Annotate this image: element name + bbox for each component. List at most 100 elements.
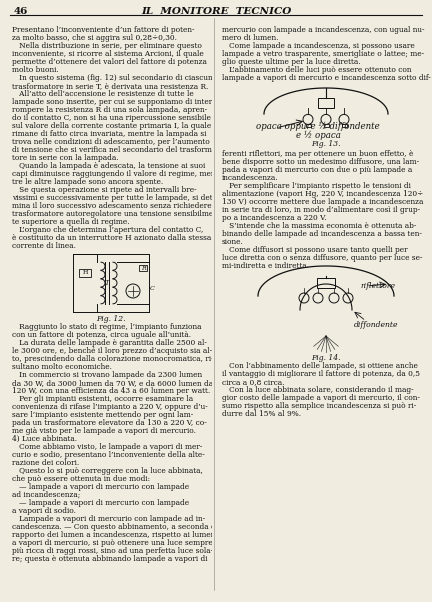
Text: ad incandescenza;: ad incandescenza; xyxy=(12,491,80,499)
Text: vissimi e successivamente per tutte le lampade, si deter-: vissimi e successivamente per tutte le l… xyxy=(12,194,223,202)
Text: Lampade a vapori di mercurio con lampade ad in-: Lampade a vapori di mercurio con lampade… xyxy=(12,515,205,523)
Text: 130 V) occorre mettere due lampade a incandescenza: 130 V) occorre mettere due lampade a inc… xyxy=(222,198,423,206)
Text: lampade a vetro trasparente, smerigliate o lattee; me-: lampade a vetro trasparente, smerigliate… xyxy=(222,50,424,58)
Text: convenienza di rifase l’impianto a 220 V, oppure d’u-: convenienza di rifase l’impianto a 220 V… xyxy=(12,403,208,411)
Text: gior costo delle lampade a vapori di mercurio, il con-: gior costo delle lampade a vapori di mer… xyxy=(222,394,420,402)
Text: opaca oppure ½ diffondente: opaca oppure ½ diffondente xyxy=(256,122,380,131)
Text: me già visto per le lampade a vapori di mercurio.: me già visto per le lampade a vapori di … xyxy=(12,427,196,435)
Text: lampade a vapori di mercurio e incandescenza sotto dif-: lampade a vapori di mercurio e incandesc… xyxy=(222,74,431,82)
Text: lampade sono inserite, per cui se supponiamo di inter-: lampade sono inserite, per cui se suppon… xyxy=(12,98,215,106)
Text: Come abbiamo visto, le lampade a vapori di mer-: Come abbiamo visto, le lampade a vapori … xyxy=(12,443,202,451)
Text: L’abbinamento delle luci può essere ottenuto con: L’abbinamento delle luci può essere otte… xyxy=(222,66,412,74)
Text: Come diffusori si possono usare tanto quelli per: Come diffusori si possono usare tanto qu… xyxy=(222,246,408,254)
Text: All’atto dell’accensione le resistenze di tutte le: All’atto dell’accensione le resistenze d… xyxy=(12,90,194,98)
Text: re; questa è ottenuta abbinando lampade a vapori di: re; questa è ottenuta abbinando lampade … xyxy=(12,555,207,563)
Text: mina il loro successivo adescamento senza richiedere al: mina il loro successivo adescamento senz… xyxy=(12,202,221,210)
FancyBboxPatch shape xyxy=(305,125,311,128)
Text: che può essere ottenuta in due modi:: che può essere ottenuta in due modi: xyxy=(12,475,150,483)
Text: Con la luce abbinata solare, considerando il mag-: Con la luce abbinata solare, considerand… xyxy=(222,386,413,394)
Text: IL  MONITORE  TECNICO: IL MONITORE TECNICO xyxy=(141,7,291,16)
Text: tre le altre lampade sono ancora spente.: tre le altre lampade sono ancora spente. xyxy=(12,178,163,186)
Text: razione dei colori.: razione dei colori. xyxy=(12,459,79,467)
Text: sul valore della corrente costante primaria I, la quale: sul valore della corrente costante prima… xyxy=(12,122,211,130)
Text: trova nelle condizioni di adescamento, per l’aumento: trova nelle condizioni di adescamento, p… xyxy=(12,138,210,146)
Text: S’intende che la massima economia è ottenuta ab-: S’intende che la massima economia è otte… xyxy=(222,222,416,230)
Circle shape xyxy=(329,293,339,303)
Text: corrente di linea.: corrente di linea. xyxy=(12,242,76,250)
Text: rimane di fatto circa invariata, mentre la lampada si: rimane di fatto circa invariata, mentre … xyxy=(12,130,206,138)
Text: curio e sodio, presentano l’inconveniente della alte-: curio e sodio, presentano l’inconvenient… xyxy=(12,451,205,459)
Text: ferenti riflettori, ma per ottenere un buon effetto, è: ferenti riflettori, ma per ottenere un b… xyxy=(222,150,413,158)
Text: Con l’abbinamento delle lampade, si ottiene anche: Con l’abbinamento delle lampade, si otti… xyxy=(222,362,418,370)
Text: — lampade a vapori di mercurio con lampade: — lampade a vapori di mercurio con lampa… xyxy=(12,499,189,507)
Text: sultano molto economiche.: sultano molto economiche. xyxy=(12,363,112,371)
Circle shape xyxy=(339,114,349,125)
Text: inconveniente, si ricorre al sistema Arcioni, il quale: inconveniente, si ricorre al sistema Arc… xyxy=(12,50,204,58)
FancyBboxPatch shape xyxy=(79,269,91,277)
Text: L’organo che determina l’apertura del contatto C,: L’organo che determina l’apertura del co… xyxy=(12,226,203,234)
Text: Questo lo si può correggere con la luce abbinata,: Questo lo si può correggere con la luce … xyxy=(12,467,203,475)
Text: e ½ opaca: e ½ opaca xyxy=(295,131,340,140)
Text: Nella distribuzione in serie, per eliminare questo: Nella distribuzione in serie, per elimin… xyxy=(12,42,202,50)
Text: di tensione che si verifica nel secondario del trasforma-: di tensione che si verifica nel secondar… xyxy=(12,146,219,154)
Text: diffondente: diffondente xyxy=(354,321,398,329)
Text: mercurio con lampade a incandescenza, con ugual nu-: mercurio con lampade a incandescenza, co… xyxy=(222,26,425,34)
Text: è costituito da un interruttore H azionato dalla stessa: è costituito da un interruttore H aziona… xyxy=(12,234,211,242)
FancyBboxPatch shape xyxy=(342,125,346,128)
Text: Presentano l’inconveniente d’un fattore di poten-: Presentano l’inconveniente d’un fattore … xyxy=(12,26,194,34)
FancyBboxPatch shape xyxy=(318,98,334,108)
Circle shape xyxy=(299,293,309,303)
Text: Fig. 14.: Fig. 14. xyxy=(311,354,341,362)
Text: durre dal 15% al 9%.: durre dal 15% al 9%. xyxy=(222,410,301,418)
Text: in serie tra di loro, in modo d’alimentare così il grup-: in serie tra di loro, in modo d’alimenta… xyxy=(222,206,420,214)
FancyBboxPatch shape xyxy=(317,278,335,288)
Text: Come lampade a incandescenza, si possono usare: Come lampade a incandescenza, si possono… xyxy=(222,42,415,50)
Circle shape xyxy=(343,293,353,303)
Text: da 30 W, da 3000 lumen da 70 W, e da 6000 lumen da: da 30 W, da 3000 lumen da 70 W, e da 600… xyxy=(12,379,213,387)
Text: sumo rispetto alla semplice incandescenza si può ri-: sumo rispetto alla semplice incandescenz… xyxy=(222,402,416,410)
Text: capi diminuisce raggiungendo il valore di regime, men-: capi diminuisce raggiungendo il valore d… xyxy=(12,170,218,178)
FancyBboxPatch shape xyxy=(139,265,147,271)
Text: do il contatto C, non si ha una ripercussione sensibile: do il contatto C, non si ha una ripercus… xyxy=(12,114,211,122)
Text: za molto basso, che si aggira sul 0,28÷0,30.: za molto basso, che si aggira sul 0,28÷0… xyxy=(12,34,177,42)
Text: In commercio si trovano lampade da 2300 lumen: In commercio si trovano lampade da 2300 … xyxy=(12,371,202,379)
Text: R: R xyxy=(141,265,146,270)
Text: il vantaggio di migliorare il fattore di potenza, da 0,5: il vantaggio di migliorare il fattore di… xyxy=(222,370,420,378)
Text: 46: 46 xyxy=(14,7,29,16)
Text: pada un trasformatore elevatore da 130 a 220 V, co-: pada un trasformatore elevatore da 130 a… xyxy=(12,419,207,427)
Text: bene disporre sotto un medesimo diffusore, una lam-: bene disporre sotto un medesimo diffusor… xyxy=(222,158,419,166)
Text: tore in serie con la lampada.: tore in serie con la lampada. xyxy=(12,154,119,162)
Text: rompere la resistenza R di una sola lampada, apren-: rompere la resistenza R di una sola lamp… xyxy=(12,106,207,114)
Text: In questo sistema (fig. 12) sul secondario di ciascun: In questo sistema (fig. 12) sul secondar… xyxy=(12,74,213,82)
Text: trasformatore autoregolatore una tensione sensibilmen-: trasformatore autoregolatore una tension… xyxy=(12,210,220,218)
Text: binando delle lampade ad incandescenza a bassa ten-: binando delle lampade ad incandescenza a… xyxy=(222,230,422,238)
Text: 4) Luce abbinata.: 4) Luce abbinata. xyxy=(12,435,77,443)
Text: molto buoni.: molto buoni. xyxy=(12,66,59,74)
Text: C: C xyxy=(150,285,155,291)
Text: con un fattore di potenza, circa uguale all’unità.: con un fattore di potenza, circa uguale … xyxy=(12,331,191,339)
Text: rapporto dei lumen a incandescenza, rispetto ai lumen: rapporto dei lumen a incandescenza, risp… xyxy=(12,531,215,539)
Text: sione.: sione. xyxy=(222,238,244,246)
Text: mi-indiretta e indiretta.: mi-indiretta e indiretta. xyxy=(222,262,309,270)
Text: Per gli impianti esistenti, occorre esaminare la: Per gli impianti esistenti, occorre esam… xyxy=(12,395,193,403)
Text: T: T xyxy=(105,279,109,287)
Text: to, prescindendo dalla colorazione monocromatica, ri-: to, prescindendo dalla colorazione monoc… xyxy=(12,355,214,363)
Text: luce diretta con o senza diffusore, quanto per luce se-: luce diretta con o senza diffusore, quan… xyxy=(222,254,422,262)
Text: H: H xyxy=(83,270,88,276)
Text: alimentazione (vapori Hg, 220 V, incandescenza 120÷: alimentazione (vapori Hg, 220 V, incande… xyxy=(222,190,423,198)
Text: le 3000 ore, e, benché il loro prezzo d’acquisto sia al-: le 3000 ore, e, benché il loro prezzo d’… xyxy=(12,347,212,355)
Text: Fig. 13.: Fig. 13. xyxy=(311,140,341,148)
Text: a vapori di sodio.: a vapori di sodio. xyxy=(12,507,76,515)
Text: riflettore: riflettore xyxy=(360,282,396,290)
Text: più ricca di raggi rossi, sino ad una perfetta luce sola-: più ricca di raggi rossi, sino ad una pe… xyxy=(12,547,213,555)
FancyBboxPatch shape xyxy=(324,125,328,128)
Text: — lampade a vapori di mercurio con lampade: — lampade a vapori di mercurio con lampa… xyxy=(12,483,189,491)
Text: Quando la lampada è adescata, la tensione ai suoi: Quando la lampada è adescata, la tension… xyxy=(12,162,205,170)
Circle shape xyxy=(303,114,313,125)
Text: te superiore a quella di regime.: te superiore a quella di regime. xyxy=(12,218,130,226)
Text: 120 W, con una efficienza da 43 a 60 lumen per watt.: 120 W, con una efficienza da 43 a 60 lum… xyxy=(12,387,210,395)
Text: Se questa operazione si ripete ad intervalli bre-: Se questa operazione si ripete ad interv… xyxy=(12,186,197,194)
Text: trasformatore in serie T, è derivata una resistenza R.: trasformatore in serie T, è derivata una… xyxy=(12,82,208,90)
Text: La durata delle lampade è garantita dalle 2500 al-: La durata delle lampade è garantita dall… xyxy=(12,339,207,347)
Text: po a incandescenza a 220 V.: po a incandescenza a 220 V. xyxy=(222,214,327,222)
